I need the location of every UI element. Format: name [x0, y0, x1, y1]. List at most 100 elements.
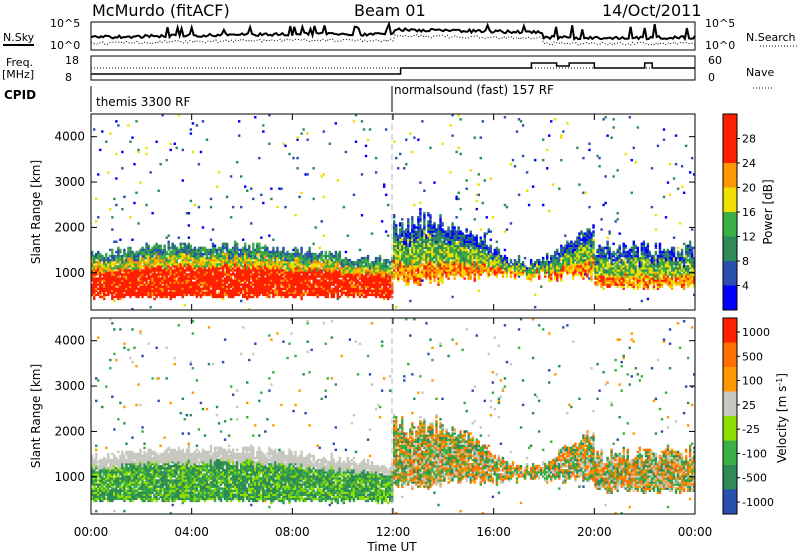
- power-cell: [127, 250, 130, 254]
- power-cell: [250, 265, 253, 268]
- power-cell: [453, 277, 456, 280]
- power-cell: [312, 267, 315, 270]
- power-cell: [286, 267, 289, 270]
- power-cell: [223, 293, 227, 297]
- power-cell: [459, 252, 462, 256]
- power-cell: [169, 252, 172, 256]
- power-cell: [411, 265, 414, 268]
- power-cell: [473, 267, 476, 270]
- power-cell: [201, 279, 205, 282]
- power-cell: [439, 252, 442, 256]
- power-cell: [284, 279, 287, 282]
- power-cell: [264, 293, 267, 297]
- power-cell: [556, 275, 559, 278]
- power-cell: [282, 246, 285, 250]
- power-cell: [485, 265, 489, 268]
- power-cell: [165, 273, 168, 276]
- power-cell: [354, 269, 358, 272]
- power-cell: [298, 261, 301, 264]
- power-cell: [473, 269, 476, 272]
- power-cell: [509, 267, 513, 270]
- power-cell: [459, 246, 462, 250]
- power-cell: [548, 273, 551, 276]
- power-cell: [169, 246, 172, 250]
- power-cell: [268, 289, 271, 293]
- power-cell: [167, 261, 170, 264]
- power-cell: [499, 263, 503, 266]
- power-cell: [356, 279, 360, 282]
- power-cell: [393, 248, 396, 252]
- power-cell: [260, 193, 263, 197]
- power-cell: [109, 289, 112, 293]
- power-cell: [378, 275, 382, 278]
- power-cell: [393, 222, 396, 225]
- power-cell: [189, 250, 193, 254]
- power-cell: [207, 273, 211, 276]
- power-cell: [425, 252, 428, 256]
- power-cell: [294, 265, 297, 268]
- power-cell: [129, 271, 132, 274]
- power-cell: [219, 254, 223, 258]
- power-cell: [221, 289, 225, 293]
- power-cell: [328, 256, 331, 260]
- power-cell: [525, 271, 529, 274]
- power-cell: [328, 269, 331, 272]
- power-cell: [231, 252, 235, 256]
- power-cell: [225, 289, 229, 293]
- power-cell: [221, 287, 225, 290]
- power-cell: [187, 265, 191, 268]
- power-cell: [348, 275, 352, 278]
- power-cell: [475, 236, 478, 239]
- power-cell: [548, 269, 551, 272]
- power-cell: [300, 283, 303, 286]
- power-cell: [413, 271, 416, 274]
- power-cell: [165, 267, 168, 270]
- power-cell: [231, 250, 235, 254]
- power-cell: [479, 250, 482, 254]
- power-cell: [115, 261, 118, 264]
- power-cell: [254, 287, 257, 290]
- power-cell: [268, 142, 271, 146]
- power-cell: [447, 230, 450, 233]
- power-cell: [137, 273, 140, 276]
- power-cell: [399, 230, 402, 233]
- power-cell: [211, 252, 215, 256]
- power-cell: [326, 295, 329, 299]
- power-cell: [139, 285, 142, 288]
- power-cell: [213, 261, 217, 264]
- power-cell: [266, 279, 269, 282]
- power-cell: [314, 291, 317, 295]
- power-cell: [187, 224, 191, 227]
- power-cell: [453, 256, 456, 260]
- power-cell: [254, 281, 257, 284]
- power-cell: [374, 279, 378, 282]
- power-cell: [346, 267, 350, 270]
- power-cell: [552, 269, 555, 272]
- power-cell: [485, 252, 489, 256]
- power-cell: [328, 250, 331, 254]
- power-cell: [171, 256, 174, 260]
- power-cell: [499, 269, 503, 272]
- power-cell: [300, 263, 303, 266]
- power-cell: [296, 263, 299, 266]
- power-cell: [165, 289, 168, 293]
- power-cell: [314, 256, 317, 260]
- power-cell: [471, 254, 474, 258]
- power-cell: [117, 293, 120, 297]
- power-cell: [437, 277, 440, 280]
- power-cell: [187, 246, 191, 250]
- power-cell: [149, 267, 152, 270]
- power-cell: [201, 258, 205, 262]
- power-cell: [145, 293, 148, 297]
- power-cell: [149, 171, 152, 174]
- power-cell: [276, 271, 279, 274]
- power-cell: [437, 256, 440, 260]
- power-cell: [503, 267, 507, 270]
- power-cell: [207, 267, 211, 270]
- power-cell: [393, 232, 396, 235]
- power-cell: [399, 242, 402, 246]
- power-cell: [550, 261, 553, 264]
- power-cell: [382, 271, 386, 274]
- power-cell: [123, 279, 126, 282]
- power-cell: [133, 277, 136, 280]
